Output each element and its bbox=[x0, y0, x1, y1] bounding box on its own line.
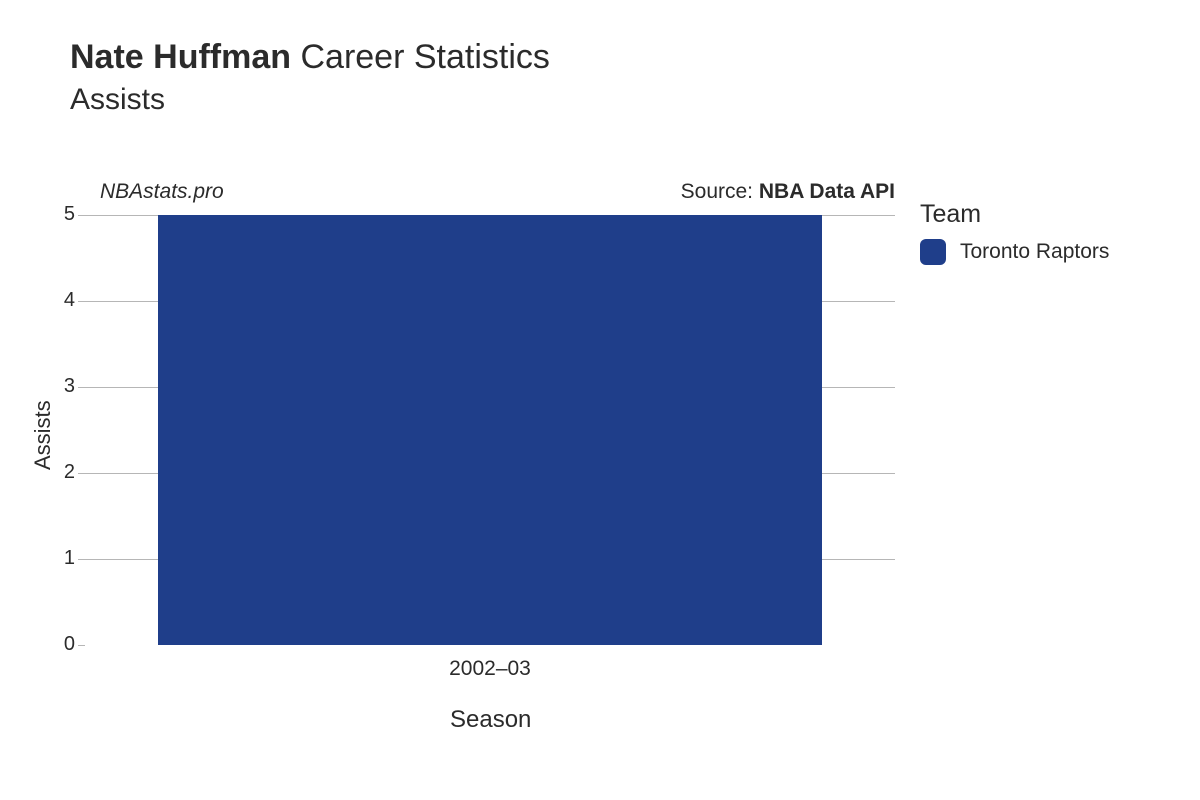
legend-label: Toronto Raptors bbox=[960, 240, 1109, 264]
ytick-mark bbox=[78, 645, 85, 646]
ytick-mark bbox=[78, 215, 85, 216]
ytick-mark bbox=[78, 387, 85, 388]
attribution-right-bold: NBA Data API bbox=[759, 180, 895, 203]
title-player-name: Nate Huffman bbox=[70, 38, 291, 76]
ytick-label: 4 bbox=[35, 289, 75, 312]
ytick-label: 1 bbox=[35, 547, 75, 570]
attribution-right-prefix: Source: bbox=[681, 180, 759, 203]
ytick-mark bbox=[78, 473, 85, 474]
title-rest: Career Statistics bbox=[291, 38, 550, 76]
ytick-label: 5 bbox=[35, 203, 75, 226]
title-block: Nate Huffman Career Statistics Assists bbox=[70, 38, 550, 117]
ytick-mark bbox=[78, 559, 85, 560]
ytick-mark bbox=[78, 301, 85, 302]
xaxis-title: Season bbox=[450, 706, 531, 734]
yaxis-title: Assists bbox=[30, 400, 56, 470]
ytick-label: 3 bbox=[35, 375, 75, 398]
legend: Team Toronto Raptors bbox=[920, 200, 1109, 265]
attribution-right: Source: NBA Data API bbox=[0, 180, 895, 204]
legend-swatch bbox=[920, 239, 946, 265]
ytick-label: 0 bbox=[35, 633, 75, 656]
chart-title: Nate Huffman Career Statistics bbox=[70, 38, 550, 77]
bar bbox=[158, 215, 822, 645]
legend-title: Team bbox=[920, 200, 1109, 229]
legend-item: Toronto Raptors bbox=[920, 239, 1109, 265]
xtick-label: 2002–03 bbox=[410, 657, 570, 681]
plot-area: 0123452002–03 bbox=[85, 215, 895, 645]
chart-subtitle: Assists bbox=[70, 83, 550, 117]
chart-container: Nate Huffman Career Statistics Assists N… bbox=[0, 0, 1200, 800]
